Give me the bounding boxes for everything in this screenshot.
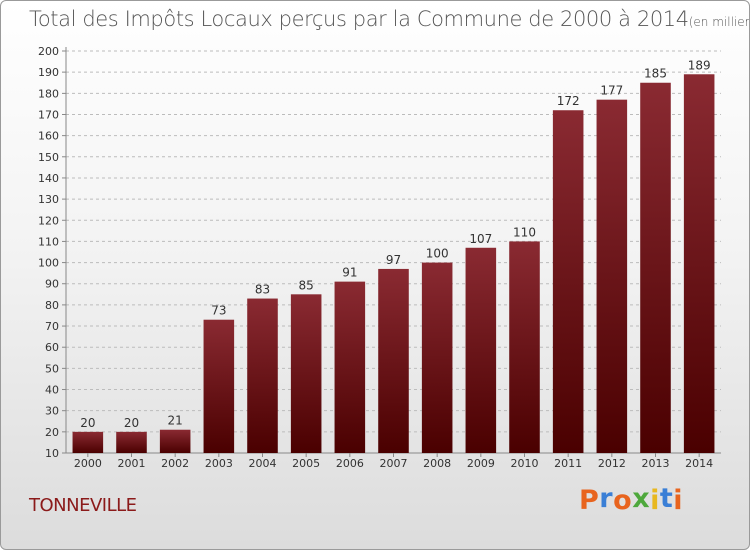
data-label: 97 bbox=[386, 253, 401, 267]
y-tick-label: 110 bbox=[38, 235, 59, 248]
bar-2007 bbox=[378, 268, 409, 453]
x-tick-label: 2008 bbox=[423, 457, 451, 470]
logo-letter: i bbox=[673, 485, 684, 516]
bar-2003 bbox=[203, 319, 235, 453]
y-tick-label: 150 bbox=[38, 151, 59, 164]
proxiti-logo: Proxiti bbox=[579, 483, 684, 516]
data-label: 107 bbox=[469, 232, 492, 246]
y-tick-label: 90 bbox=[45, 278, 59, 291]
logo-letter: x bbox=[632, 483, 651, 514]
y-tick-label: 170 bbox=[38, 108, 59, 121]
data-label: 172 bbox=[557, 94, 580, 108]
logo-letter: r bbox=[599, 483, 614, 514]
bar-2011 bbox=[552, 110, 584, 454]
data-label: 73 bbox=[211, 304, 226, 318]
y-tick-label: 190 bbox=[38, 66, 59, 79]
x-tick-label: 2003 bbox=[205, 457, 233, 470]
y-tick-label: 20 bbox=[45, 426, 59, 439]
bar-2000 bbox=[72, 431, 104, 453]
logo-letter: o bbox=[613, 485, 633, 516]
chart-title: Total des Impôts Locaux perçus par la Co… bbox=[29, 7, 750, 31]
title-text: Total des Impôts Locaux perçus par la Co… bbox=[29, 7, 689, 31]
x-tick-label: 2005 bbox=[292, 457, 320, 470]
data-label: 20 bbox=[124, 416, 139, 430]
bar-2013 bbox=[640, 82, 671, 453]
data-label: 185 bbox=[644, 67, 667, 81]
x-tick-label: 2011 bbox=[554, 457, 582, 470]
y-tick-label: 80 bbox=[45, 299, 59, 312]
logo-letter: P bbox=[579, 485, 600, 516]
y-tick-label: 60 bbox=[45, 341, 59, 354]
data-label: 91 bbox=[342, 266, 357, 280]
y-tick-label: 130 bbox=[38, 193, 59, 206]
x-tick-label: 2000 bbox=[74, 457, 102, 470]
y-tick-label: 200 bbox=[38, 45, 59, 58]
x-tick-label: 2010 bbox=[511, 457, 539, 470]
bar-2009 bbox=[465, 247, 497, 453]
commune-name: TONNEVILLE bbox=[29, 495, 137, 516]
data-label: 177 bbox=[600, 84, 623, 98]
data-label: 83 bbox=[255, 283, 270, 297]
bars bbox=[72, 74, 715, 454]
y-tick-label: 70 bbox=[45, 320, 59, 333]
x-tick-label: 2007 bbox=[380, 457, 408, 470]
x-tick-label: 2006 bbox=[336, 457, 364, 470]
y-tick-label: 10 bbox=[45, 447, 59, 460]
y-tick-label: 30 bbox=[45, 405, 59, 418]
y-tick-label: 40 bbox=[45, 384, 59, 397]
y-tick-label: 140 bbox=[38, 172, 59, 185]
y-tick-label: 120 bbox=[38, 214, 59, 227]
bar-2001 bbox=[116, 431, 147, 453]
bar-2004 bbox=[247, 298, 278, 453]
y-tick-label: 160 bbox=[38, 130, 59, 143]
data-label: 85 bbox=[299, 278, 314, 292]
bar-2002 bbox=[159, 429, 191, 453]
y-tick-label: 50 bbox=[45, 362, 59, 375]
data-label: 189 bbox=[688, 58, 711, 72]
bar-2006 bbox=[334, 281, 366, 453]
bar-2014 bbox=[683, 74, 715, 453]
unit-label: (en milliers d'€) bbox=[688, 15, 750, 29]
data-label: 21 bbox=[168, 414, 183, 428]
x-tick-label: 2002 bbox=[161, 457, 189, 470]
logo-letter: i bbox=[650, 485, 660, 516]
x-tick-label: 2009 bbox=[467, 457, 495, 470]
y-tick-label: 180 bbox=[38, 87, 59, 100]
data-label: 20 bbox=[80, 416, 95, 430]
bar-2012 bbox=[596, 99, 628, 454]
bar-2010 bbox=[509, 241, 540, 453]
data-label: 110 bbox=[513, 225, 536, 239]
x-tick-label: 2012 bbox=[598, 457, 626, 470]
bar-2005 bbox=[290, 294, 322, 453]
x-tick-label: 2013 bbox=[642, 457, 670, 470]
bar-2008 bbox=[421, 262, 453, 453]
x-tick-label: 2004 bbox=[249, 457, 277, 470]
y-tick-label: 100 bbox=[38, 257, 59, 270]
logo-letter: t bbox=[659, 483, 674, 514]
data-label: 100 bbox=[426, 247, 449, 261]
x-tick-label: 2014 bbox=[685, 457, 713, 470]
labels: 10 20 30 40 50 60 70 80 90 100 110 120 130 140 150 160 1… bbox=[38, 45, 713, 470]
x-tick-label: 2001 bbox=[118, 457, 146, 470]
